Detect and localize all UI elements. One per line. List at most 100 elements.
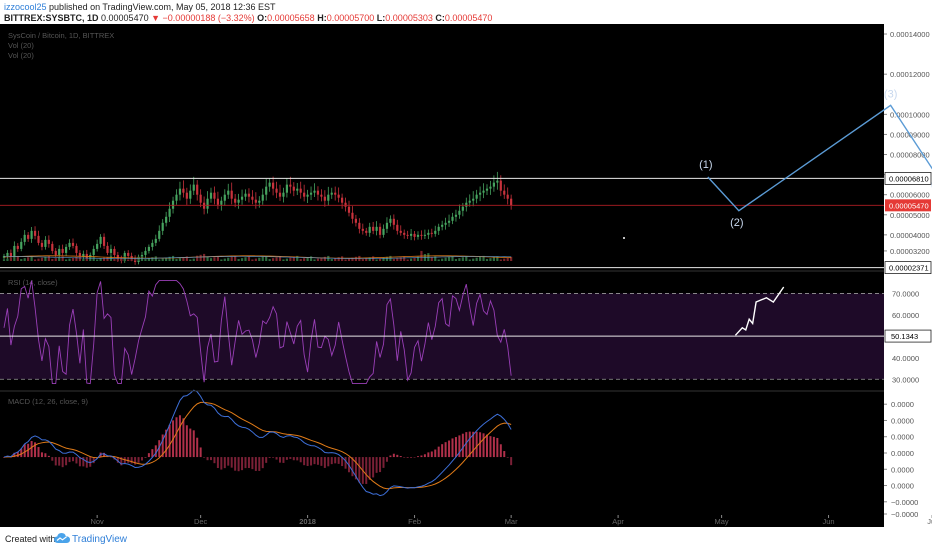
candle-body bbox=[472, 198, 475, 201]
macd-histogram-bar bbox=[382, 457, 385, 468]
candle-body bbox=[6, 252, 9, 256]
volume-bar bbox=[203, 253, 206, 261]
author-link[interactable]: izzocool25 bbox=[4, 2, 47, 12]
wave-label: (4) bbox=[931, 179, 932, 191]
volume-bar bbox=[71, 257, 75, 261]
candle-body bbox=[292, 186, 295, 191]
candle-body bbox=[272, 182, 275, 189]
candle-body bbox=[299, 188, 302, 193]
volume-bar bbox=[58, 257, 61, 261]
volume-bar bbox=[78, 255, 81, 261]
volume-bar bbox=[441, 258, 444, 261]
volume-bar bbox=[482, 255, 485, 261]
volume-bar bbox=[165, 257, 168, 261]
macd-histogram-bar bbox=[385, 457, 388, 462]
macd-histogram-bar bbox=[127, 457, 130, 463]
volume-bar bbox=[102, 257, 106, 261]
macd-histogram-bar bbox=[241, 457, 244, 471]
rsi-projection-line bbox=[734, 286, 785, 336]
macd-histogram-bar bbox=[430, 451, 433, 458]
volume-bar bbox=[251, 259, 254, 261]
macd-histogram-bar bbox=[306, 457, 309, 466]
macd-histogram-bar bbox=[403, 457, 406, 458]
macd-histogram-bar bbox=[199, 447, 202, 458]
candle-body bbox=[458, 210, 461, 215]
candle-body bbox=[171, 200, 175, 209]
candle-body bbox=[378, 226, 382, 235]
macd-histogram-bar bbox=[427, 452, 430, 458]
macd-histogram-bar bbox=[503, 451, 506, 458]
macd-histogram-bar bbox=[3, 457, 5, 458]
candle-body bbox=[447, 220, 451, 223]
macd-tick-label: 0.0000 bbox=[891, 416, 914, 425]
macd-histogram-bar bbox=[482, 433, 485, 458]
chart-svg[interactable]: 0.000140000.000120000.000100000.00009000… bbox=[0, 24, 932, 527]
candle-body bbox=[406, 234, 409, 236]
volume-bar bbox=[127, 259, 130, 261]
macd-tick-label: 0.0000 bbox=[891, 465, 914, 474]
volume-bar bbox=[13, 256, 16, 261]
candle-body bbox=[420, 234, 423, 236]
candle-body bbox=[327, 194, 330, 201]
candle-body bbox=[265, 186, 268, 195]
macd-histogram-bar bbox=[103, 452, 106, 458]
candle-body bbox=[309, 192, 313, 195]
candle-body bbox=[320, 194, 323, 197]
candle-body bbox=[40, 242, 44, 247]
chart-area[interactable]: 0.00014000 0.00012000 0.00010000 0.00009000… bbox=[0, 24, 932, 527]
candle-body bbox=[399, 230, 402, 233]
volume-bar bbox=[9, 257, 12, 261]
candle-body bbox=[54, 250, 57, 255]
volume-bar bbox=[20, 259, 23, 261]
candle-body bbox=[275, 188, 278, 193]
candle-body bbox=[492, 182, 495, 187]
candle-body bbox=[475, 194, 478, 199]
volume-bar bbox=[347, 258, 351, 261]
wave-label: (1) bbox=[699, 159, 712, 171]
candle-body bbox=[23, 234, 26, 242]
volume-bar bbox=[458, 258, 461, 261]
volume-bar bbox=[320, 257, 323, 261]
candle-body bbox=[430, 232, 433, 234]
volume-bar bbox=[178, 258, 182, 261]
tradingview-brand[interactable]: TradingView bbox=[72, 534, 128, 545]
volume-bar bbox=[351, 257, 354, 261]
candle-body bbox=[16, 245, 19, 249]
volume-bar bbox=[341, 256, 344, 261]
rsi-tick-label: 30.0000 bbox=[892, 375, 919, 384]
volume-bar bbox=[261, 256, 264, 261]
candle-body bbox=[196, 184, 199, 195]
candle-body bbox=[189, 190, 192, 199]
candle-body bbox=[416, 234, 420, 237]
candle-body bbox=[99, 236, 102, 244]
volume-bar bbox=[334, 258, 337, 261]
volume-bar bbox=[272, 258, 275, 261]
macd-histogram-bar bbox=[213, 457, 216, 464]
macd-histogram-bar bbox=[34, 442, 37, 458]
volume-bar bbox=[134, 257, 137, 261]
macd-histogram-bar bbox=[189, 428, 192, 458]
volume-bar bbox=[6, 258, 9, 261]
macd-histogram-bar bbox=[23, 444, 26, 458]
candle-body bbox=[199, 194, 202, 203]
volume-bar bbox=[447, 256, 451, 261]
candle-body bbox=[316, 190, 320, 195]
volume-bar bbox=[182, 257, 185, 261]
macd-histogram-bar bbox=[72, 457, 74, 462]
volume-bar bbox=[309, 256, 313, 261]
candle-body bbox=[361, 228, 364, 231]
candle-body bbox=[413, 233, 416, 237]
macd-histogram-bar bbox=[479, 432, 482, 458]
candle-body bbox=[278, 192, 282, 197]
volume-bar bbox=[485, 259, 489, 261]
volume-bar bbox=[120, 257, 123, 261]
macd-tick-label: 0.0000 bbox=[891, 400, 914, 409]
macd-histogram-bar bbox=[120, 457, 123, 466]
macd-histogram-bar bbox=[323, 457, 326, 468]
price-tick-label: 0.00003200 bbox=[890, 247, 930, 256]
pane-legend-text: SysCoin / Bitcoin, 1D, BITTREX bbox=[8, 31, 114, 40]
macd-legend: MACD (12, 26, close, 9) bbox=[8, 397, 89, 406]
volume-bar bbox=[158, 259, 161, 261]
volume-bar bbox=[378, 258, 382, 261]
